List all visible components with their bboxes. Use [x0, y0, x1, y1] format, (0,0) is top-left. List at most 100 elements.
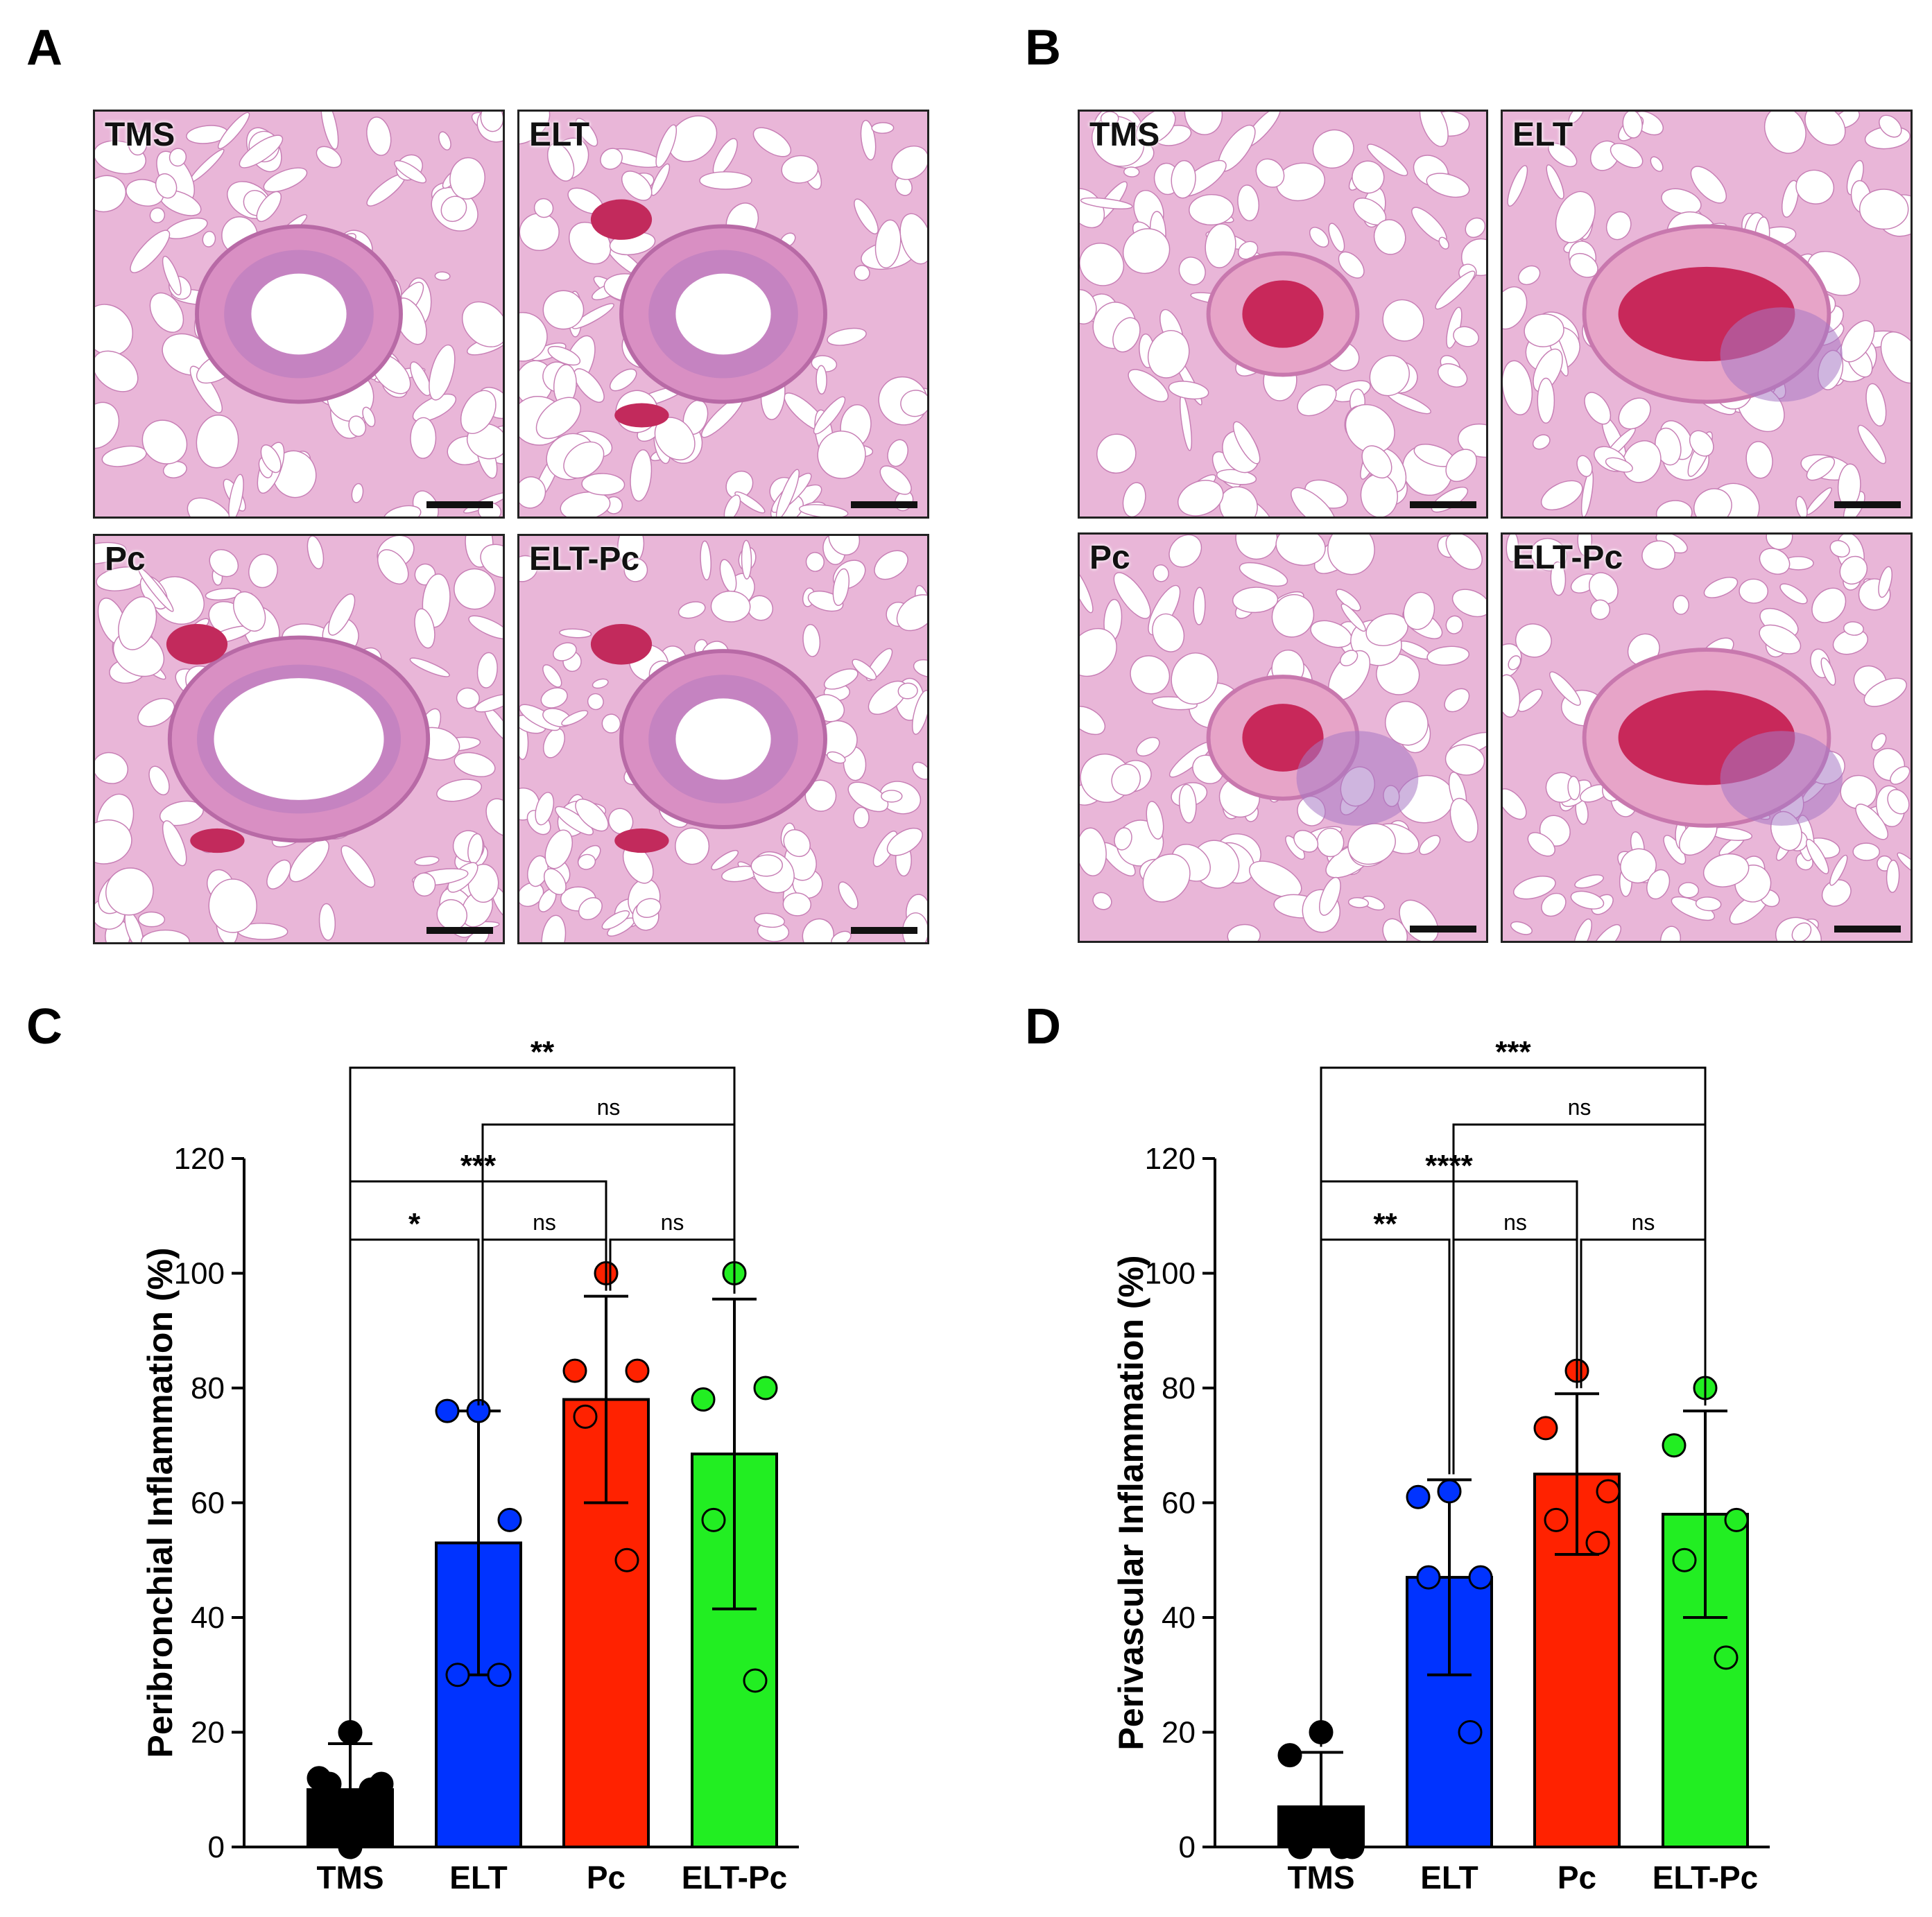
alveolus: [543, 868, 567, 895]
alveolus: [1690, 166, 1727, 204]
chart-peribronchial: 0 20 40 60 80 100 120 Peribronchial Inflammatio…: [141, 1035, 799, 1896]
data-point: [1596, 1479, 1621, 1504]
micrograph-a-elt-pc-image: [519, 536, 927, 942]
alveolus: [1080, 567, 1094, 614]
alveolus: [140, 929, 190, 942]
alveolus: [1113, 572, 1151, 619]
alveolus: [248, 553, 278, 589]
significance-label: ***: [1495, 1035, 1531, 1069]
alveolus: [1123, 166, 1140, 177]
alveolus: [621, 171, 653, 201]
alveolus: [266, 859, 291, 890]
alveolus: [805, 552, 825, 572]
alveolus: [1178, 257, 1206, 286]
scale-bar: [426, 927, 493, 934]
alveolus: [318, 903, 336, 941]
infiltrate: [1720, 307, 1843, 402]
panel-letter-b: B: [1025, 20, 1061, 76]
alveolus: [563, 441, 605, 479]
alveolus: [823, 668, 859, 690]
alveolus: [1622, 112, 1643, 139]
alveolus: [1591, 923, 1621, 941]
scale-bar: [851, 927, 917, 934]
alveolus: [449, 157, 485, 200]
alveolus: [1871, 733, 1887, 751]
alveolus: [1136, 736, 1160, 757]
alveolus: [316, 146, 342, 168]
alveolus: [1840, 320, 1875, 363]
alveolus: [95, 752, 128, 784]
alveolus: [429, 344, 456, 401]
alveolus: [874, 219, 902, 269]
alveolus: [1779, 583, 1808, 605]
alveolus: [1435, 270, 1476, 310]
alveolus: [1641, 540, 1675, 570]
significance-label: ns: [597, 1095, 621, 1120]
alveolus: [1865, 383, 1887, 427]
alveolus: [1171, 652, 1218, 705]
alveolus: [1445, 535, 1483, 571]
alveolus: [1444, 744, 1485, 776]
alveolus: [1532, 434, 1551, 450]
data-point: [1406, 1484, 1431, 1509]
y-tick-label: 100: [1145, 1257, 1196, 1291]
alveolus: [675, 827, 710, 865]
alveolus: [1419, 112, 1449, 147]
data-point: [701, 1507, 726, 1532]
alveolus: [1693, 488, 1732, 517]
scale-bar: [1834, 501, 1901, 508]
alveolus: [1445, 449, 1477, 483]
alveolus: [256, 191, 282, 223]
x-tick-label: ELT-Pc: [1653, 1859, 1759, 1896]
data-point: [338, 1834, 363, 1859]
alveolus: [899, 213, 927, 265]
alveolus: [1745, 441, 1773, 479]
alveolus: [592, 678, 609, 689]
alveolus: [553, 642, 577, 661]
alveolus: [1189, 193, 1234, 226]
alveolus: [1227, 923, 1261, 941]
alveolus: [700, 540, 711, 581]
x-tick-label: TMS: [1287, 1859, 1354, 1896]
alveolus: [813, 396, 846, 435]
data-point: [1329, 1834, 1354, 1859]
alveolus: [734, 491, 766, 514]
alveolus: [535, 792, 555, 826]
alveolus: [1763, 112, 1806, 154]
alveolus: [831, 930, 852, 942]
alveolus: [149, 292, 184, 333]
alveolus: [1506, 535, 1519, 562]
alveolus: [288, 839, 329, 883]
alveolus: [1369, 355, 1410, 397]
alveolus: [1178, 480, 1224, 517]
x-tick-label: Pc: [1558, 1859, 1596, 1896]
alveolus: [1239, 562, 1288, 587]
alveolus: [1782, 180, 1799, 218]
alveolus: [1829, 854, 1848, 886]
scale-bar: [1834, 926, 1901, 933]
alveolus: [480, 112, 503, 132]
alveolus: [1096, 433, 1137, 474]
micrograph-label: ELT: [529, 116, 590, 153]
panel-letter-a: A: [26, 20, 62, 76]
micrograph-label: Pc: [105, 541, 146, 578]
alveolus: [1465, 217, 1486, 238]
alveolus: [320, 112, 339, 150]
alveolus: [1080, 289, 1097, 324]
alveolus: [1122, 482, 1146, 517]
alveolus: [668, 115, 718, 162]
alveolus: [542, 727, 565, 758]
alveolus: [461, 301, 503, 347]
alveolus: [1128, 369, 1169, 402]
alveolus: [1590, 599, 1611, 621]
alveolus: [1426, 645, 1470, 666]
alveolus: [202, 231, 216, 248]
data-point: [1585, 1530, 1610, 1555]
alveolus: [559, 628, 592, 639]
alveolus: [891, 145, 927, 180]
alveolus: [1829, 539, 1850, 558]
micrograph-b-elt-pc: ELT-Pc: [1501, 532, 1913, 943]
micrograph-b-elt-pc-image: [1503, 535, 1911, 941]
alveolus: [485, 798, 503, 837]
y-tick-label: 120: [174, 1142, 225, 1176]
